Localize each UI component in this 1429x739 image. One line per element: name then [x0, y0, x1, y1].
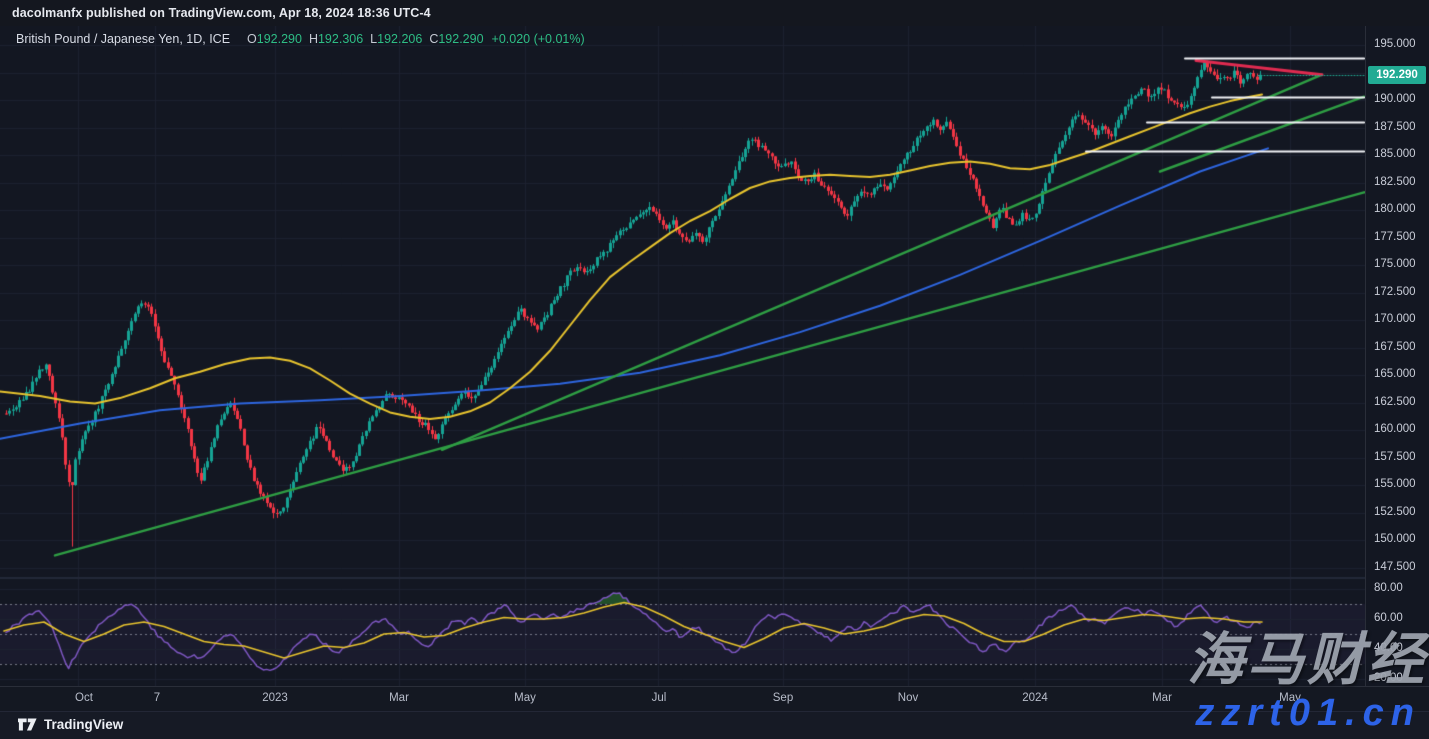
change-readout: +0.020 (+0.01%)	[491, 32, 585, 46]
price-tick-label: 155.000	[1374, 478, 1416, 490]
price-axis[interactable]: 192.290 195.000 190.000 187.500 185.000 182.…	[1365, 26, 1429, 686]
price-tick-label: 177.500	[1374, 230, 1416, 243]
time-axis-label: Mar	[1152, 692, 1172, 704]
tradingview-wordmark: TradingView	[44, 717, 124, 732]
time-axis-label: Mar	[389, 692, 409, 704]
time-axis-label: 7	[153, 692, 161, 704]
price-tick-label: 195.000	[1374, 38, 1416, 50]
ohlc-label: O	[247, 32, 257, 46]
price-tick-label: 160.000	[1374, 423, 1416, 435]
publish-line: dacolmanfx published on TradingView.com,…	[12, 6, 431, 20]
time-axis-label: 2023	[262, 692, 288, 704]
rsi-tick-label: 40.00	[1374, 642, 1403, 654]
price-tick-label: 172.500	[1374, 285, 1416, 298]
ohlc-value: 192.206	[377, 32, 423, 46]
price-tick-label: 162.500	[1374, 395, 1416, 408]
symbol-title[interactable]: British Pound / Japanese Yen, 1D, ICE	[16, 32, 231, 46]
price-tick-label: 182.500	[1374, 175, 1416, 188]
rsi-tick-label: 80.00	[1374, 582, 1403, 594]
watermark-url: zzrt01.cn	[1195, 692, 1421, 734]
ohlc-value: 192.306	[317, 32, 364, 46]
ohlc-label: C	[429, 32, 439, 46]
price-tick-label: 150.000	[1374, 533, 1416, 545]
publish-info-bar: dacolmanfx published on TradingView.com,…	[0, 0, 1429, 26]
price-tick-label: 180.000	[1374, 203, 1416, 215]
price-tick-label: 170.000	[1374, 313, 1416, 325]
ohlc-label: H	[308, 32, 318, 46]
price-tick-label: 157.500	[1374, 450, 1416, 463]
price-tick-label: 152.500	[1374, 505, 1416, 518]
ohlc-value: 192.290	[438, 32, 484, 46]
price-tick-label: 175.000	[1374, 258, 1416, 270]
time-axis-label: May	[514, 692, 536, 704]
time-axis[interactable]: Oct 7 2023 Mar May Jul Sep Nov 2024 Mar May	[0, 686, 1429, 712]
time-axis-label: Jul	[651, 692, 667, 704]
price-tick-label: 167.500	[1374, 340, 1416, 353]
price-tick-label: 147.500	[1374, 560, 1416, 573]
ohlc-readout: O192.290 H192.306 L192.206 C192.290	[240, 32, 484, 46]
rsi-tick-label: 20.00	[1374, 672, 1403, 684]
chart-canvas[interactable]	[0, 26, 1365, 686]
time-axis-label: 2024	[1022, 692, 1048, 704]
ohlc-value: 192.290	[256, 32, 302, 46]
price-tick-label: 187.500	[1374, 120, 1416, 133]
rsi-tick-label: 60.00	[1374, 612, 1403, 624]
ohlc-label: L	[370, 32, 378, 46]
bottom-brand-bar: TradingView	[0, 711, 1429, 739]
price-tick-label: 190.000	[1374, 93, 1416, 105]
watermark-cn: 海马财经	[1187, 628, 1427, 692]
tradingview-logo[interactable]: TradingView	[18, 717, 123, 732]
time-axis-label: Oct	[75, 692, 93, 704]
last-price-badge: 192.290	[1368, 65, 1426, 84]
time-axis-label: Nov	[897, 692, 919, 704]
chart-legend: British Pound / Japanese Yen, 1D, ICE O19…	[16, 32, 585, 46]
price-tick-label: 185.000	[1374, 148, 1416, 160]
price-tick-label: 165.000	[1374, 368, 1416, 380]
tradingview-logo-icon	[18, 718, 37, 731]
time-axis-label: Sep	[772, 692, 794, 704]
time-axis-label: May	[1279, 692, 1301, 704]
